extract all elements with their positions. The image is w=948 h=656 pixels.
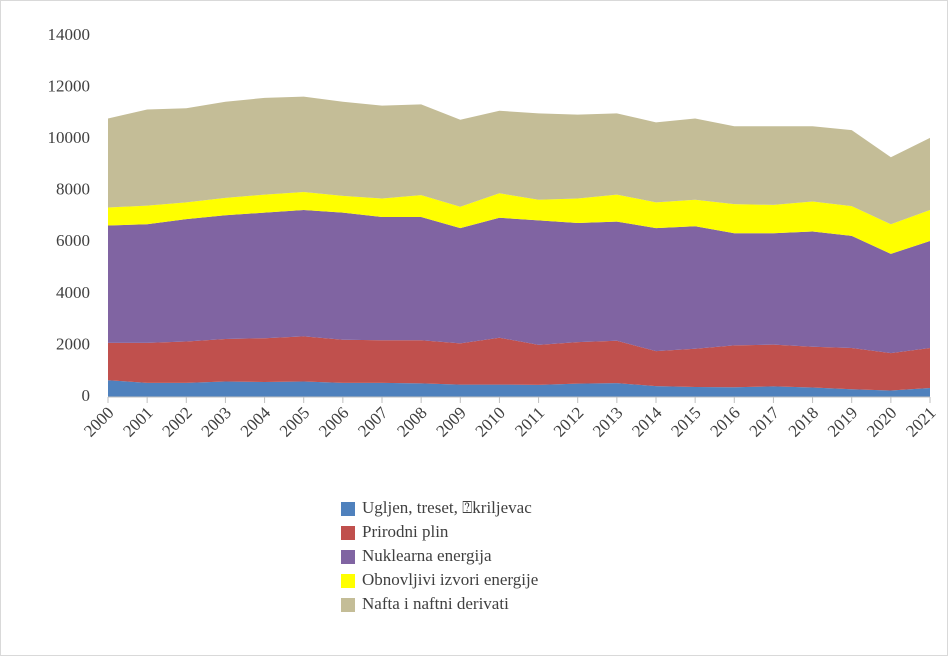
y-tick-label: 14000: [48, 25, 91, 44]
legend-label: Ugljen, treset, ⍰kriljevac: [362, 498, 532, 517]
y-tick-label: 0: [82, 386, 91, 405]
y-tick-label: 10000: [48, 128, 91, 147]
legend-label: Nuklearna energija: [362, 546, 492, 565]
legend-label: Prirodni plin: [362, 522, 449, 541]
y-tick-label: 6000: [56, 231, 90, 250]
area: [108, 210, 930, 354]
legend-swatch: [341, 598, 355, 612]
legend-swatch: [341, 550, 355, 564]
y-tick-label: 2000: [56, 334, 90, 353]
area: [108, 336, 930, 391]
area: [108, 96, 930, 225]
area: [108, 192, 930, 254]
legend-swatch: [341, 502, 355, 516]
legend-label: Nafta i naftni derivati: [362, 594, 509, 613]
legend-swatch: [341, 574, 355, 588]
legend-label: Obnovljivi izvori energije: [362, 570, 538, 589]
area: [108, 380, 930, 397]
y-tick-label: 4000: [56, 283, 90, 302]
legend-swatch: [341, 526, 355, 540]
y-tick-label: 12000: [48, 76, 91, 95]
y-tick-label: 8000: [56, 180, 90, 199]
